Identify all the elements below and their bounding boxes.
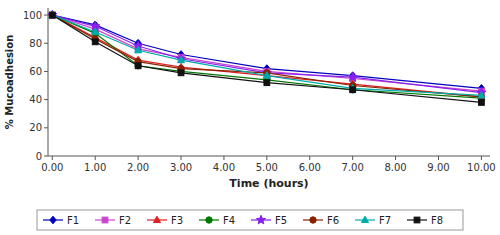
series-line — [52, 15, 481, 97]
data-point — [349, 87, 355, 93]
x-tick-label: 9.00 — [427, 162, 449, 173]
data-point — [348, 72, 357, 81]
x-tick-label: 10.00 — [467, 162, 496, 173]
x-tick-label: 8.00 — [384, 162, 406, 173]
legend-label: F3 — [171, 215, 183, 226]
legend-marker — [50, 216, 56, 224]
data-point — [176, 54, 185, 63]
legend: F1 F2 F3 F4 F5 F6 F7 F8 — [37, 210, 463, 230]
legend-marker — [310, 217, 316, 223]
series — [49, 11, 485, 92]
data-point — [49, 12, 55, 18]
legend-marker — [256, 215, 265, 224]
data-point — [135, 63, 141, 69]
data-point — [479, 100, 485, 106]
x-tick-label: 4.00 — [213, 162, 235, 173]
y-tick — [44, 99, 48, 100]
x-tick — [266, 156, 267, 160]
legend-label: F5 — [275, 215, 287, 226]
data-point — [92, 39, 98, 45]
x-tick-label: 1.00 — [84, 162, 106, 173]
x-tick-label: 0.00 — [41, 162, 63, 173]
x-tick — [181, 156, 182, 160]
y-tick-label: 0 — [36, 151, 42, 162]
series-line — [52, 15, 481, 97]
series-line — [52, 15, 481, 98]
y-tick-label: 40 — [29, 94, 42, 105]
y-axis-label: % Mucoadhesion — [4, 35, 15, 130]
series — [49, 11, 485, 99]
x-tick — [95, 156, 96, 160]
series-line — [52, 15, 481, 91]
legend-frame — [37, 210, 463, 230]
x-axis-label: Time (hours) — [229, 177, 308, 190]
x-tick — [395, 156, 396, 160]
data-point — [49, 12, 55, 18]
data-point — [178, 56, 185, 62]
error-bar — [136, 64, 140, 68]
data-point — [350, 87, 356, 93]
legend-marker — [102, 217, 108, 223]
x-tick-label: 6.00 — [299, 162, 321, 173]
series — [48, 10, 486, 96]
y-tick — [44, 156, 48, 157]
y-tick-label: 60 — [29, 66, 42, 77]
x-tick-label: 5.00 — [256, 162, 278, 173]
y-tick — [44, 15, 48, 16]
legend-marker — [153, 216, 160, 222]
error-bar — [93, 40, 97, 44]
legend-label: F2 — [119, 215, 131, 226]
x-tick — [438, 156, 439, 160]
legend-marker — [414, 217, 420, 223]
y-axis — [48, 8, 49, 156]
data-point — [263, 72, 270, 78]
series — [49, 12, 484, 105]
x-tick — [309, 156, 310, 160]
data-point — [135, 46, 142, 52]
plot-area — [48, 10, 486, 105]
x-tick — [138, 156, 139, 160]
series-line — [52, 15, 481, 95]
series — [49, 11, 485, 98]
series-line — [52, 15, 481, 88]
x-tick — [223, 156, 224, 160]
data-point — [49, 11, 56, 17]
y-tick — [44, 71, 48, 72]
y-tick-label: 80 — [29, 38, 42, 49]
y-tick — [44, 127, 48, 128]
data-point — [49, 12, 55, 18]
data-point — [49, 11, 55, 19]
series-line — [52, 15, 481, 102]
series — [49, 12, 485, 102]
x-tick — [52, 156, 53, 160]
legend-label: F8 — [431, 215, 443, 226]
legend-label: F7 — [379, 215, 391, 226]
data-point — [264, 80, 270, 86]
x-tick-label: 2.00 — [127, 162, 149, 173]
series — [49, 12, 485, 100]
legend-marker — [361, 216, 368, 222]
data-point — [49, 11, 56, 17]
x-axis — [48, 156, 490, 157]
x-tick — [352, 156, 353, 160]
legend-marker — [206, 217, 212, 223]
data-point — [478, 92, 485, 98]
x-tick — [481, 156, 482, 160]
data-point — [92, 28, 99, 34]
data-point — [135, 63, 141, 69]
y-tick — [44, 43, 48, 44]
data-point — [178, 70, 184, 76]
legend-label: F1 — [67, 215, 79, 226]
legend-label: F4 — [223, 215, 235, 226]
chart: 0 20 40 60 80 100 0.00 1.00 2.00 3.00 4.00 5.00 6.00… — [0, 0, 500, 235]
x-tick-label: 7.00 — [342, 162, 364, 173]
legend-label: F6 — [327, 215, 339, 226]
data-point — [49, 12, 55, 18]
error-bar — [136, 64, 140, 68]
y-tick-label: 100 — [23, 10, 42, 21]
x-tick-label: 3.00 — [170, 162, 192, 173]
y-tick-label: 20 — [29, 122, 42, 133]
data-point — [48, 10, 57, 19]
